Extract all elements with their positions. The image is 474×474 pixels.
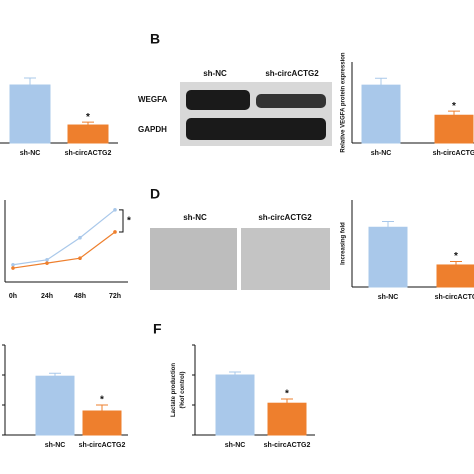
error-bar xyxy=(450,260,462,265)
bar xyxy=(35,375,75,436)
x-tick-label: sh-NC xyxy=(378,294,399,301)
x-tick-label: 48h xyxy=(74,293,86,300)
x-tick-label: 72h xyxy=(109,293,121,300)
row-label: GAPDH xyxy=(138,125,167,134)
significance: * xyxy=(86,112,90,123)
marker xyxy=(113,230,117,234)
bar xyxy=(67,124,109,144)
bar xyxy=(9,84,51,144)
lane-label: sh-NC xyxy=(183,213,207,222)
marker xyxy=(78,235,82,240)
band xyxy=(256,94,326,108)
bar xyxy=(361,84,401,144)
band xyxy=(186,118,326,140)
error-bar xyxy=(281,398,293,404)
bar xyxy=(368,226,408,288)
x-tick-label: 24h xyxy=(41,293,53,300)
y-axis-label: Increasing fold xyxy=(341,222,347,265)
y-axis-label: (%of control) xyxy=(180,372,186,409)
panel-label: B xyxy=(150,31,160,47)
panel-label: F xyxy=(153,321,162,337)
line xyxy=(12,231,116,269)
line xyxy=(12,209,116,266)
marker xyxy=(113,208,117,212)
lane-label: sh-circACTG2 xyxy=(265,69,319,78)
bar xyxy=(215,374,255,436)
x-tick-label: sh-circACTG xyxy=(435,294,474,301)
marker xyxy=(45,261,49,265)
lane-label: sh-circACTG2 xyxy=(258,213,312,222)
significance: * xyxy=(127,216,131,227)
band xyxy=(186,90,250,110)
error-bar xyxy=(382,220,394,228)
significance: * xyxy=(100,395,104,406)
x-tick-label: sh-circACTG2 xyxy=(65,150,112,157)
error-bar xyxy=(49,372,61,377)
marker xyxy=(11,266,15,270)
x-tick-label: 0h xyxy=(9,293,17,300)
panel-label: D xyxy=(150,186,160,202)
row-label: WEGFA xyxy=(138,95,168,104)
marker xyxy=(78,256,82,261)
x-tick-label: sh-NC xyxy=(371,150,392,157)
lane-label: sh-NC xyxy=(203,69,227,78)
x-tick-label: sh-NC xyxy=(45,442,66,449)
error-bar xyxy=(375,77,387,86)
error-bar xyxy=(82,121,94,126)
micrograph xyxy=(241,228,330,290)
x-tick-label: sh-circACTG2 xyxy=(264,442,311,449)
bar xyxy=(434,114,474,144)
error-bar xyxy=(24,77,36,85)
x-tick-label: sh-circACTG xyxy=(433,150,474,157)
bar xyxy=(436,264,474,288)
marker xyxy=(45,258,49,262)
x-tick-label: sh-circACTG2 xyxy=(79,442,126,449)
bar xyxy=(267,402,307,436)
micrograph xyxy=(150,228,237,290)
bracket xyxy=(119,209,124,233)
significance: * xyxy=(454,251,458,262)
y-axis-label: Relative VEGFA protein expression xyxy=(341,52,347,152)
x-tick-label: sh-NC xyxy=(20,150,41,157)
significance: * xyxy=(452,101,456,112)
error-bar xyxy=(229,371,241,375)
y-axis-label: Lactate production xyxy=(171,363,177,417)
error-bar xyxy=(96,404,108,411)
significance: * xyxy=(285,389,289,400)
error-bar xyxy=(448,110,460,116)
bar xyxy=(82,410,122,436)
x-tick-label: sh-NC xyxy=(225,442,246,449)
marker xyxy=(11,262,15,267)
